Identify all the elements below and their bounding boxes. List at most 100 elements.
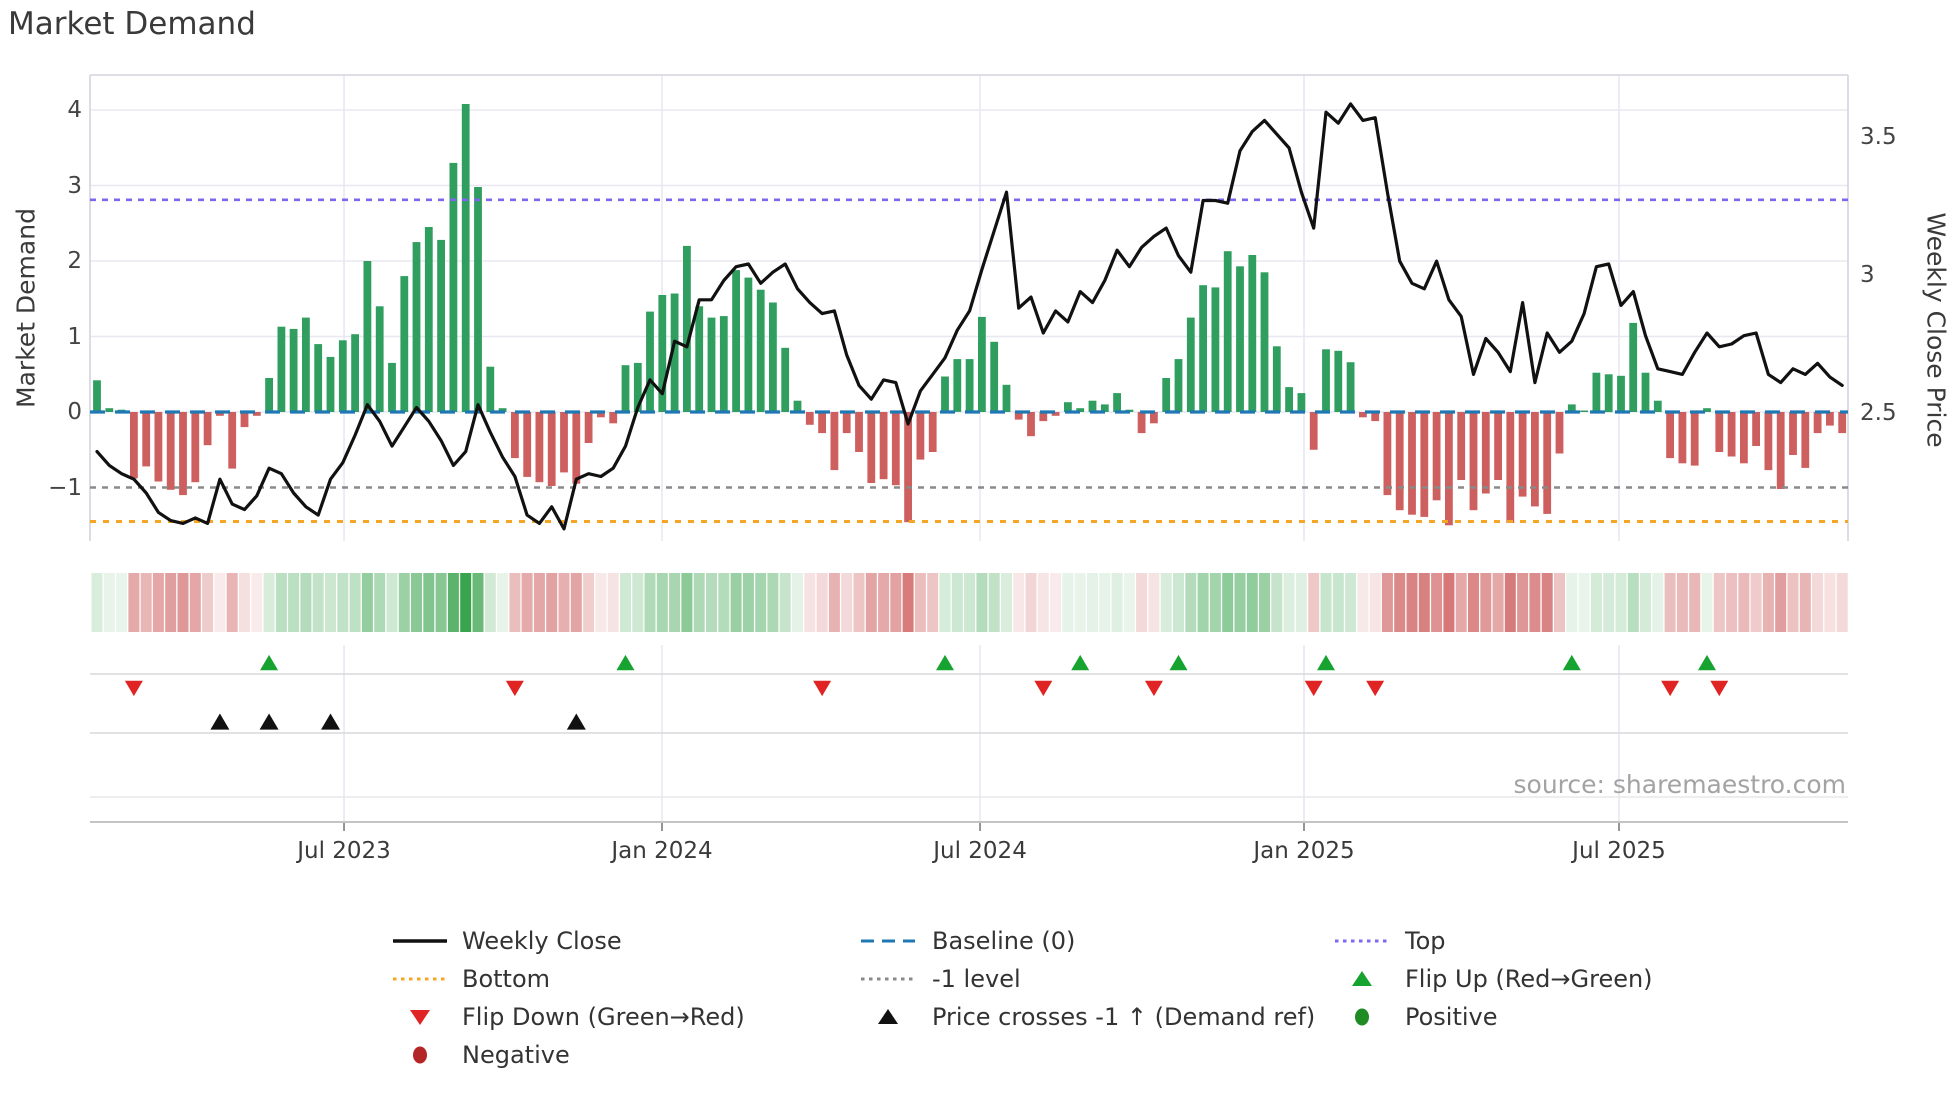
demand-bar <box>879 412 888 480</box>
legend-label: Flip Down (Green→Red) <box>462 1003 745 1031</box>
heatmap-cell <box>91 573 103 632</box>
demand-bar <box>547 412 556 486</box>
heatmap-cell <box>435 573 447 632</box>
heatmap-cell <box>1369 573 1381 632</box>
flip-up-marker <box>1562 654 1581 671</box>
heatmap-cell <box>1173 573 1184 632</box>
demand-bar <box>1703 408 1711 412</box>
demand-bar <box>621 365 630 412</box>
heatmap-cell <box>583 573 595 632</box>
demand-bar <box>400 276 409 412</box>
price-cross-marker <box>210 713 230 730</box>
heatmap-cell <box>607 573 619 632</box>
heatmap-cell <box>152 573 164 632</box>
demand-bar <box>1346 362 1355 412</box>
flip-down-marker <box>505 680 524 697</box>
demand-bar <box>744 277 753 412</box>
flip-down-marker <box>813 680 832 697</box>
heatmap-cell <box>1480 573 1492 632</box>
heatmap-cell <box>361 573 373 632</box>
demand-bar <box>904 412 912 523</box>
demand-bar <box>1789 412 1797 455</box>
heatmap-cell <box>1664 573 1676 632</box>
heatmap-cell <box>816 573 828 632</box>
demand-bar <box>990 341 999 412</box>
heatmap-cell <box>1541 573 1553 632</box>
demand-bar <box>1150 412 1158 424</box>
heatmap-cell <box>411 573 422 632</box>
y-tick-label: 3 <box>67 172 82 199</box>
heatmap-cell <box>718 573 730 632</box>
demand-bar <box>584 412 593 443</box>
heatmap-cell <box>1234 573 1246 632</box>
legend-label: Bottom <box>462 965 551 993</box>
legend-item-bottom: Bottom <box>391 964 550 994</box>
flip-down-marker <box>1144 680 1163 697</box>
heatmap-cell <box>1222 573 1234 632</box>
demand-bar <box>265 378 273 412</box>
heatmap-cell <box>1099 573 1111 632</box>
heatmap-cell <box>742 573 754 632</box>
heatmap-cell <box>337 573 349 632</box>
demand-bar <box>449 162 458 412</box>
heatmap-cell <box>570 573 582 632</box>
price-cross-marker <box>259 713 279 730</box>
demand-bar <box>1531 412 1539 507</box>
demand-bar <box>1432 412 1441 501</box>
heatmap-cell <box>1455 573 1467 632</box>
demand-bar <box>560 412 568 473</box>
demand-bar <box>1838 412 1847 434</box>
demand-bar <box>535 412 544 483</box>
y-tick-label: 4 <box>67 97 82 123</box>
heatmap-cell <box>1345 573 1357 632</box>
demand-bar <box>1248 255 1257 412</box>
heatmap-cell <box>1185 573 1197 632</box>
demand-bar <box>719 316 728 412</box>
demand-bar <box>105 408 114 412</box>
demand-bar <box>891 412 900 486</box>
flip-up-marker <box>1697 654 1716 671</box>
heatmap-cell <box>1836 573 1848 632</box>
demand-bar <box>646 311 654 412</box>
heatmap-cell <box>1738 573 1750 632</box>
heatmap-cell <box>275 573 287 632</box>
demand-bar <box>633 362 642 412</box>
heatmap-cell <box>1554 573 1565 632</box>
weekly-close-line <box>95 102 1844 531</box>
demand-bar <box>572 412 581 484</box>
demand-bar <box>1137 412 1146 434</box>
demand-bar <box>965 359 974 412</box>
line-dotted-swatch <box>861 977 915 981</box>
right-tick-label: 3 <box>1860 262 1875 288</box>
demand-bar <box>805 412 814 425</box>
source-credit: source: sharemaestro.com <box>1513 770 1847 799</box>
demand-bar <box>597 412 605 418</box>
legend-item-baseline-0: Baseline (0) <box>859 926 1075 956</box>
demand-bar <box>867 412 876 483</box>
heatmap-cell <box>939 573 951 632</box>
heatmap-cell <box>533 573 545 632</box>
heatmap-cell <box>1640 573 1651 632</box>
heatmap-cell <box>878 573 890 632</box>
demand-bar <box>1629 322 1638 412</box>
heatmap-cell <box>1726 573 1738 632</box>
heatmap-cell <box>239 573 250 632</box>
heatmap-cell <box>841 573 853 632</box>
demand-bar <box>326 356 335 412</box>
heatmap-cell <box>1566 573 1578 632</box>
heatmap-cell <box>460 573 472 632</box>
heatmap-cell <box>1443 573 1455 632</box>
demand-bar <box>1174 359 1183 412</box>
demand-bar <box>498 408 507 412</box>
demand-bar <box>474 187 482 412</box>
heatmap-cell <box>828 573 840 632</box>
heatmap-cell <box>116 573 128 632</box>
triangle-up-swatch <box>1352 971 1372 986</box>
demand-bar <box>424 227 433 412</box>
heatmap-cell <box>656 573 668 632</box>
demand-bar <box>1309 412 1318 450</box>
demand-bar <box>1567 404 1576 412</box>
demand-bar <box>289 328 298 412</box>
heatmap-cell <box>1750 573 1762 632</box>
heatmap-cell <box>558 573 570 632</box>
